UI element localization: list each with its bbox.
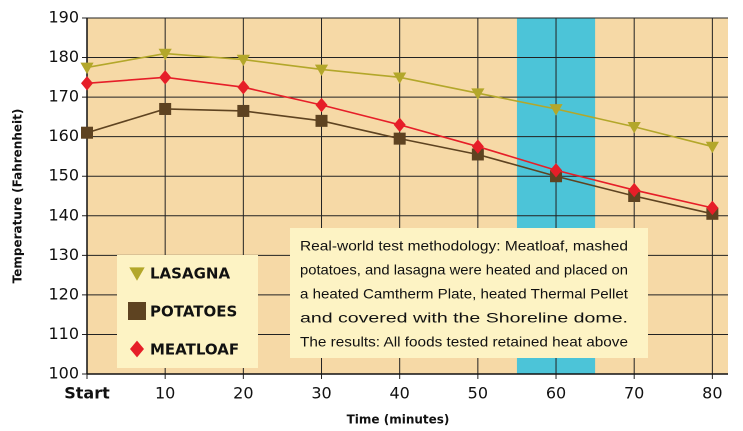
data-point <box>315 114 328 127</box>
y-tick-label: 180 <box>48 47 79 66</box>
y-tick-label: 100 <box>48 364 79 383</box>
annotation-text: Real-world test methodology: Meatloaf, m… <box>300 238 628 254</box>
y-axis-label: Temperature (Fahrenheit) <box>11 109 25 284</box>
x-tick-label: 50 <box>468 384 488 403</box>
x-tick-label: 10 <box>155 384 175 403</box>
data-point <box>237 80 250 95</box>
y-tick-label: 160 <box>48 126 79 145</box>
data-point <box>81 76 93 91</box>
legend-label: POTATOES <box>150 303 237 321</box>
x-tick-label: 80 <box>702 384 722 403</box>
data-point <box>393 132 406 145</box>
data-point <box>550 163 563 178</box>
data-point <box>393 72 407 84</box>
data-point <box>159 70 172 85</box>
y-tick-label: 130 <box>48 245 79 264</box>
data-point <box>471 88 485 100</box>
data-point <box>549 104 563 116</box>
y-tick-label: 150 <box>48 166 79 185</box>
data-point <box>236 54 250 67</box>
y-tick-label: 190 <box>48 8 79 27</box>
x-tick-label: 30 <box>311 384 331 403</box>
data-point <box>314 64 329 77</box>
data-point <box>705 141 719 154</box>
data-point <box>158 48 172 61</box>
legend-marker <box>128 302 146 320</box>
legend-label: MEATLOAF <box>150 341 239 359</box>
legend-label: LASAGNA <box>150 265 230 283</box>
x-tick-label: 70 <box>624 384 644 403</box>
annotation-box <box>290 228 648 358</box>
data-point <box>80 62 94 75</box>
data-point <box>471 139 484 154</box>
y-tick-label: 110 <box>48 324 79 343</box>
y-tick-label: 170 <box>48 87 79 106</box>
y-tick-label: 120 <box>48 284 79 303</box>
data-point <box>706 200 719 216</box>
data-point <box>237 104 250 117</box>
annotation-text: The results: All foods tested retained h… <box>300 334 628 350</box>
x-tick-label: Start <box>64 384 110 403</box>
annotation-text: potatoes, and lasagna were heated and pl… <box>300 262 628 278</box>
legend-marker <box>130 340 144 358</box>
data-point <box>628 182 641 198</box>
legend-marker <box>129 267 145 281</box>
y-tick-label: 140 <box>48 205 79 224</box>
data-point <box>159 102 172 115</box>
x-tick-label: 20 <box>233 384 253 403</box>
data-point <box>315 97 328 113</box>
annotation-text: a heated Camtherm Plate, heated Thermal … <box>300 286 628 302</box>
data-point <box>81 126 93 139</box>
annotation-text: and covered with the Shoreline dome. <box>300 310 628 326</box>
x-axis-label: Time (minutes) <box>347 413 450 427</box>
data-point <box>627 121 641 134</box>
data-point <box>471 148 484 161</box>
x-tick-label: 40 <box>390 384 410 403</box>
x-tick-label: 60 <box>546 384 566 403</box>
data-point <box>393 117 406 132</box>
